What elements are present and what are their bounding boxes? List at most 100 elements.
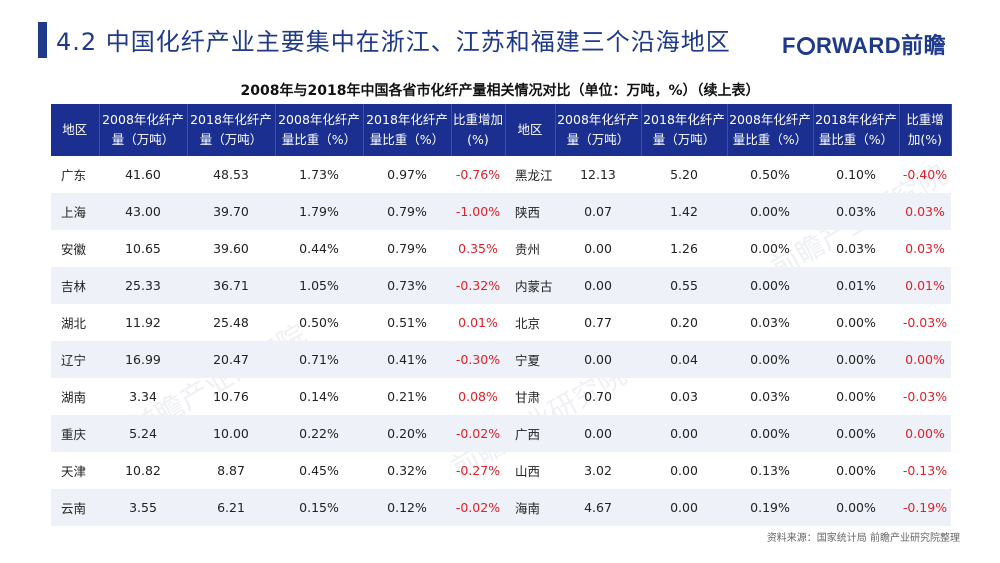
share-2008-cell: 1.79% [275,193,363,230]
output-2008-cell: 0.77 [584,315,612,330]
output-2008-cell: 3.34 [129,389,157,404]
header-2018-share: 2018年化纤产量比重（%） [813,104,900,156]
share-2018-cell: 0.79% [363,193,451,230]
output-2018-cell: 20.47 [187,341,275,378]
table-row: 辽宁 16.99 20.47 0.71% 0.41% -0.30% 宁夏 0.00 0.04 0.… [51,341,951,378]
share-2008-cell: 0.03% [750,315,790,330]
share-2008-cell: 0.50% [750,167,790,182]
share-2008-cell: 1.05% [275,267,363,304]
region-cell: 安徽 [61,242,87,257]
region-cell: 吉林 [51,267,99,304]
output-2008-cell: 11.92 [125,315,161,330]
table-row: 湖南 3.34 10.76 0.14% 0.21% 0.08% 甘肃 0.70 0.03 0.03… [51,378,951,415]
share-2018-cell: 0.41% [363,341,451,378]
share-2018-cell: 0.00% [836,389,876,404]
share-change-cell: -0.32% [451,267,505,304]
share-2018-cell: 0.21% [387,389,427,404]
region-cell: 内蒙古 [505,267,555,304]
share-2008-cell: 0.00% [727,415,813,452]
share-2008-cell: 0.00% [727,341,813,378]
share-change-cell: -0.30% [451,341,505,378]
output-2018-cell: 39.70 [187,193,275,230]
share-change-cell: -0.40% [902,167,948,182]
table-row: 重庆 5.24 10.00 0.22% 0.20% -0.02% 广西 0.00 0.00 0.0… [51,415,951,452]
output-2008-cell: 25.33 [99,267,187,304]
share-2008-cell: 0.71% [275,341,363,378]
output-2018-cell: 10.76 [213,389,249,404]
share-2008-cell: 0.22% [275,415,363,452]
output-2008-cell: 0.00 [584,241,612,256]
share-2008-cell: 0.19% [727,489,813,526]
share-2008-cell: 0.50% [299,315,339,330]
share-change-cell: 0.08% [458,389,498,404]
share-2008-cell: 0.44% [299,241,339,256]
share-2018-cell: 0.01% [813,267,899,304]
region-cell: 北京 [515,316,541,331]
output-2008-cell: 5.24 [99,415,187,452]
source-note: 资料来源：国家统计局 前瞻产业研究院整理 [766,533,960,544]
output-2018-cell: 48.53 [213,167,249,182]
share-2018-cell: 0.00% [836,463,876,478]
share-2008-cell: 0.45% [299,463,339,478]
output-2008-cell: 3.55 [99,489,187,526]
share-2018-cell: 0.73% [363,267,451,304]
table-row: 湖北 11.92 25.48 0.50% 0.51% 0.01% 北京 0.77 0.20 0.0… [51,304,951,341]
header-share-change: 比重增加(%) [899,104,952,156]
share-change-cell: 0.01% [458,315,498,330]
output-2018-cell: 0.00 [670,463,698,478]
share-2018-cell: 0.79% [387,241,427,256]
share-2008-cell: 0.03% [750,389,790,404]
region-cell: 山西 [515,464,541,479]
region-cell: 湖北 [61,316,87,331]
output-2008-cell: 0.70 [584,389,612,404]
share-2018-cell: 0.32% [387,463,427,478]
region-cell: 黑龙江 [515,168,553,183]
output-2018-cell: 6.21 [187,489,275,526]
share-2018-cell: 0.51% [387,315,427,330]
logo-o-icon [796,37,815,55]
header-row: 地区 2008年化纤产量（万吨） 2018年化纤产量（万吨） 2008年化纤产量… [51,104,952,156]
table-row: 吉林 25.33 36.71 1.05% 0.73% -0.32% 内蒙古 0.00 0.55 0… [51,267,951,304]
header-2008-output: 2008年化纤产量（万吨） [99,104,188,156]
output-2018-cell: 39.60 [213,241,249,256]
share-2018-cell: 0.20% [363,415,451,452]
header-share-change: 比重增加(%) [451,104,506,156]
region-cell: 辽宁 [51,341,99,378]
share-2018-cell: 0.00% [813,341,899,378]
output-2018-cell: 1.26 [670,241,698,256]
table-row: 广东 41.60 48.53 1.73% 0.97% -0.76% 黑龙江 12.13 5.20… [51,156,951,193]
output-2018-cell: 8.87 [217,463,245,478]
region-cell: 甘肃 [515,390,541,405]
title-accent-bar [38,22,47,58]
region-cell: 湖南 [61,390,87,405]
region-cell: 广西 [505,415,555,452]
output-2018-cell: 10.00 [187,415,275,452]
output-2018-cell: 1.42 [641,193,727,230]
share-2008-cell: 0.15% [275,489,363,526]
output-2008-cell: 0.00 [555,267,641,304]
brand-logo: F RWARD前瞻 [782,28,946,60]
region-cell: 重庆 [51,415,99,452]
table-row: 安徽 10.65 39.60 0.44% 0.79% 0.35% 贵州 0.00 1.26 0.0… [51,230,951,267]
output-2018-cell: 0.00 [641,489,727,526]
table-row: 上海 43.00 39.70 1.79% 0.79% -1.00% 陕西 0.07 1.42 0.… [51,193,951,230]
region-cell: 贵州 [515,242,541,257]
output-2008-cell: 4.67 [555,489,641,526]
share-2018-cell: 0.00% [813,415,899,452]
output-2018-cell: 0.00 [641,415,727,452]
header-2008-share: 2008年化纤产量比重（%） [275,104,364,156]
table-row: 云南 3.55 6.21 0.15% 0.12% -0.02% 海南 4.67 0.00 0.19… [51,489,951,526]
header-2008-share: 2008年化纤产量比重（%） [727,104,814,156]
output-2008-cell: 10.65 [125,241,161,256]
share-2018-cell: 0.10% [836,167,876,182]
share-change-cell: -0.02% [451,489,505,526]
share-2008-cell: 0.00% [727,267,813,304]
share-2018-cell: 0.00% [813,489,899,526]
share-change-cell: 0.00% [899,415,951,452]
share-2018-cell: 0.97% [387,167,427,182]
table-caption: 2008年与2018年中国各省市化纤产量相关情况对比（单位：万吨，%）（续上表） [240,83,760,99]
output-2018-cell: 0.03 [670,389,698,404]
output-2008-cell: 43.00 [99,193,187,230]
output-2008-cell: 41.60 [125,167,161,182]
page-title: 4.2 中国化纤产业主要集中在浙江、江苏和福建三个沿海地区 [56,28,731,56]
